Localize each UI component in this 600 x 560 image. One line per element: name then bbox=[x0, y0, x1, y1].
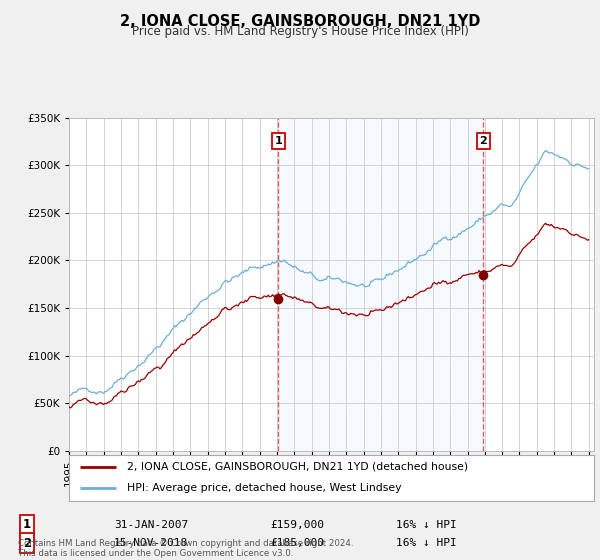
Text: HPI: Average price, detached house, West Lindsey: HPI: Average price, detached house, West… bbox=[127, 483, 401, 493]
Text: 15-NOV-2018: 15-NOV-2018 bbox=[114, 538, 188, 548]
Text: 2, IONA CLOSE, GAINSBOROUGH, DN21 1YD (detached house): 2, IONA CLOSE, GAINSBOROUGH, DN21 1YD (d… bbox=[127, 462, 468, 472]
Text: 2, IONA CLOSE, GAINSBOROUGH, DN21 1YD: 2, IONA CLOSE, GAINSBOROUGH, DN21 1YD bbox=[120, 14, 480, 29]
Text: £159,000: £159,000 bbox=[270, 520, 324, 530]
Text: 2: 2 bbox=[23, 536, 31, 550]
Text: 16% ↓ HPI: 16% ↓ HPI bbox=[396, 538, 457, 548]
Text: £185,000: £185,000 bbox=[270, 538, 324, 548]
Text: 16% ↓ HPI: 16% ↓ HPI bbox=[396, 520, 457, 530]
Text: Price paid vs. HM Land Registry's House Price Index (HPI): Price paid vs. HM Land Registry's House … bbox=[131, 25, 469, 38]
Bar bbox=[278, 118, 484, 451]
Text: Contains HM Land Registry data © Crown copyright and database right 2024.
This d: Contains HM Land Registry data © Crown c… bbox=[18, 539, 353, 558]
Text: 1: 1 bbox=[274, 136, 282, 146]
Text: 1: 1 bbox=[23, 518, 31, 531]
Text: 31-JAN-2007: 31-JAN-2007 bbox=[114, 520, 188, 530]
Text: 2: 2 bbox=[479, 136, 487, 146]
